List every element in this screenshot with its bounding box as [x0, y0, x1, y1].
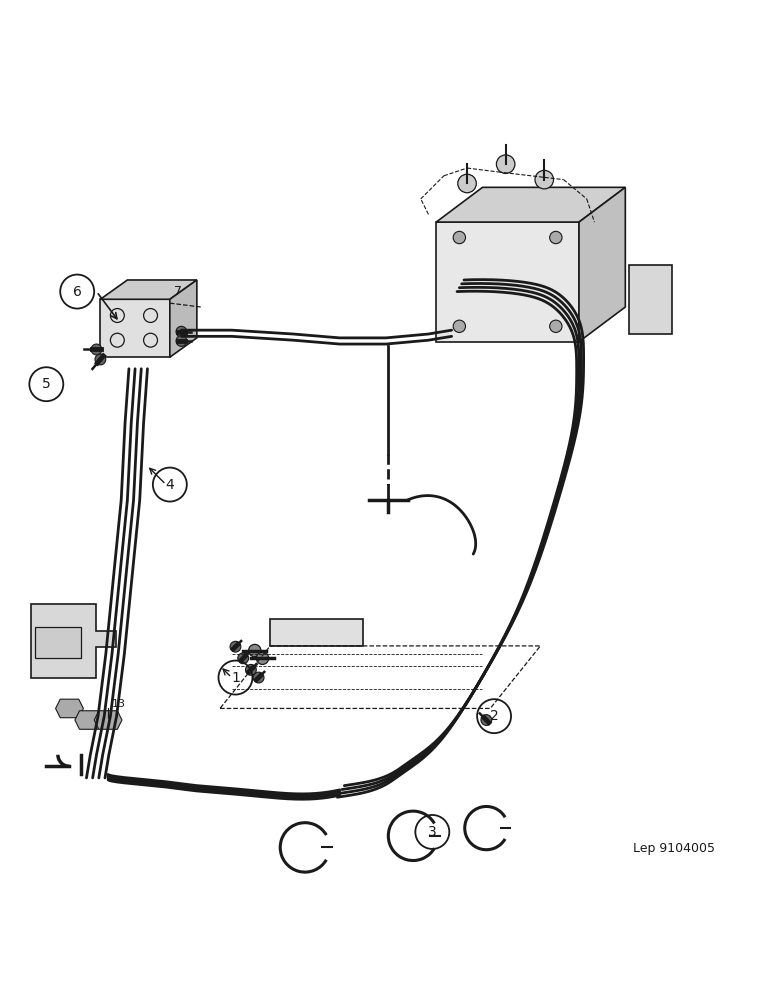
- Circle shape: [550, 320, 562, 332]
- Polygon shape: [94, 711, 122, 729]
- Polygon shape: [100, 280, 197, 299]
- Bar: [270, 619, 363, 646]
- Circle shape: [453, 320, 466, 332]
- Polygon shape: [436, 187, 625, 222]
- Circle shape: [481, 715, 492, 725]
- Circle shape: [91, 344, 102, 355]
- Circle shape: [249, 644, 261, 657]
- Circle shape: [458, 174, 476, 193]
- Text: 6: 6: [73, 285, 82, 299]
- Text: 4: 4: [165, 478, 174, 492]
- Circle shape: [245, 664, 256, 675]
- Circle shape: [550, 231, 562, 244]
- Polygon shape: [170, 280, 197, 357]
- Circle shape: [176, 336, 187, 346]
- Polygon shape: [56, 699, 83, 718]
- Circle shape: [176, 326, 187, 337]
- Text: 3: 3: [428, 825, 437, 839]
- Polygon shape: [31, 604, 116, 678]
- Circle shape: [535, 170, 554, 189]
- Bar: [35, 627, 81, 658]
- Circle shape: [95, 354, 106, 365]
- Circle shape: [253, 672, 264, 683]
- Text: 5: 5: [42, 377, 51, 391]
- Polygon shape: [100, 299, 170, 357]
- Polygon shape: [579, 187, 625, 342]
- Polygon shape: [629, 265, 672, 334]
- Circle shape: [256, 652, 269, 664]
- Text: 1: 1: [231, 671, 240, 685]
- Polygon shape: [436, 222, 579, 342]
- Polygon shape: [75, 711, 103, 729]
- Circle shape: [496, 155, 515, 173]
- Text: 2: 2: [489, 709, 499, 723]
- Text: 7: 7: [174, 285, 181, 298]
- Circle shape: [238, 653, 249, 664]
- Circle shape: [453, 231, 466, 244]
- Text: 13: 13: [112, 699, 126, 709]
- Text: Lep 9104005: Lep 9104005: [633, 842, 715, 855]
- Circle shape: [230, 641, 241, 652]
